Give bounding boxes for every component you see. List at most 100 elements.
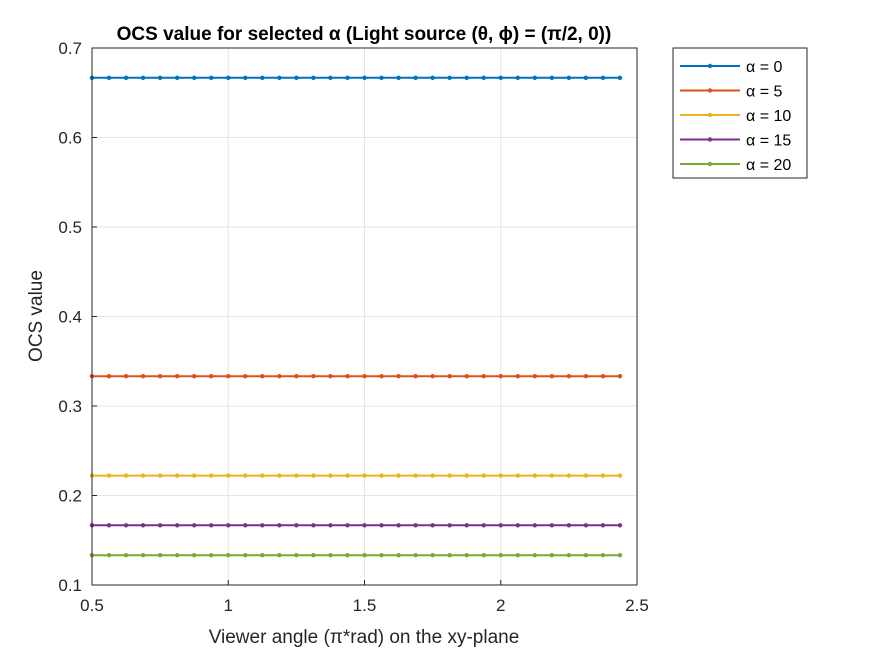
data-point: [277, 473, 282, 478]
data-point: [532, 473, 538, 478]
x-tick-label: 2.5: [625, 596, 649, 615]
data-point: [140, 373, 146, 379]
data-point: [106, 552, 112, 558]
data-point: [106, 75, 112, 81]
x-tick-label: 0.5: [80, 596, 104, 615]
data-point: [549, 523, 555, 528]
data-point: [549, 373, 555, 379]
data-point: [140, 523, 146, 528]
data-point: [600, 373, 606, 379]
data-point: [260, 75, 265, 81]
data-point: [362, 523, 367, 528]
data-point: [191, 523, 197, 528]
data-point: [140, 75, 146, 81]
legend-marker: [707, 161, 713, 167]
data-point: [447, 75, 452, 81]
data-point: [294, 75, 299, 81]
data-point: [515, 373, 520, 379]
legend-label: α = 10: [746, 108, 791, 125]
data-point: [532, 75, 538, 81]
data-point: [566, 473, 572, 478]
data-point: [464, 552, 469, 558]
data-point: [617, 75, 623, 81]
y-tick-label: 0.6: [58, 129, 82, 148]
axes: [91, 47, 638, 586]
data-point: [413, 75, 418, 81]
data-point: [532, 552, 538, 558]
data-point: [464, 523, 469, 528]
data-point: [157, 523, 163, 528]
series-group: [89, 373, 623, 379]
x-tick-label: 2: [496, 596, 505, 615]
data-point: [277, 523, 282, 528]
data-point: [447, 373, 452, 379]
y-tick-label: 0.1: [58, 576, 82, 595]
data-point: [447, 473, 452, 478]
data-point: [106, 523, 112, 528]
data-point: [566, 373, 572, 379]
y-tick-label: 0.3: [58, 397, 82, 416]
data-point: [243, 373, 248, 379]
series-group: [89, 523, 623, 528]
data-point: [226, 373, 231, 379]
data-point: [515, 75, 520, 81]
data-point: [498, 473, 503, 478]
data-point: [464, 75, 469, 81]
data-point: [174, 523, 180, 528]
data-point: [396, 75, 401, 81]
data-point: [277, 552, 282, 558]
data-point: [174, 473, 180, 478]
data-point: [311, 523, 316, 528]
data-point: [243, 523, 248, 528]
data-point: [430, 552, 435, 558]
data-point: [583, 473, 589, 478]
data-point: [413, 523, 418, 528]
data-point: [396, 473, 401, 478]
data-point: [498, 75, 503, 81]
data-point: [617, 552, 623, 558]
y-axis-title: OCS value: [26, 270, 47, 362]
legend-label: α = 0: [746, 59, 782, 76]
data-point: [345, 473, 350, 478]
data-point: [140, 552, 146, 558]
data-point: [566, 552, 572, 558]
data-point: [430, 75, 435, 81]
data-point: [243, 552, 248, 558]
data-point: [209, 75, 214, 81]
data-point: [157, 473, 163, 478]
data-point: [379, 523, 384, 528]
data-point: [600, 523, 606, 528]
data-point: [413, 473, 418, 478]
data-point: [498, 552, 503, 558]
data-point: [430, 373, 435, 379]
series-group: [89, 552, 623, 558]
data-point: [328, 523, 333, 528]
data-point: [294, 523, 299, 528]
legend-marker: [707, 137, 713, 142]
data-point: [243, 75, 248, 81]
legend-label: α = 15: [746, 133, 791, 150]
data-point: [191, 75, 197, 81]
data-point: [481, 552, 486, 558]
series-group: [89, 75, 623, 81]
data-point: [600, 552, 606, 558]
data-point: [464, 373, 469, 379]
data-point: [226, 473, 231, 478]
data-point: [430, 473, 435, 478]
data-point: [447, 523, 452, 528]
data-point: [379, 75, 384, 81]
data-point: [447, 552, 452, 558]
data-point: [413, 373, 418, 379]
data-point: [549, 473, 555, 478]
data-point: [140, 473, 146, 478]
data-point: [226, 552, 231, 558]
data-point: [243, 473, 248, 478]
data-point: [583, 75, 589, 81]
legend-marker: [707, 88, 713, 93]
data-point: [362, 473, 367, 478]
data-point: [532, 523, 538, 528]
data-point: [396, 552, 401, 558]
data-point: [123, 473, 129, 478]
